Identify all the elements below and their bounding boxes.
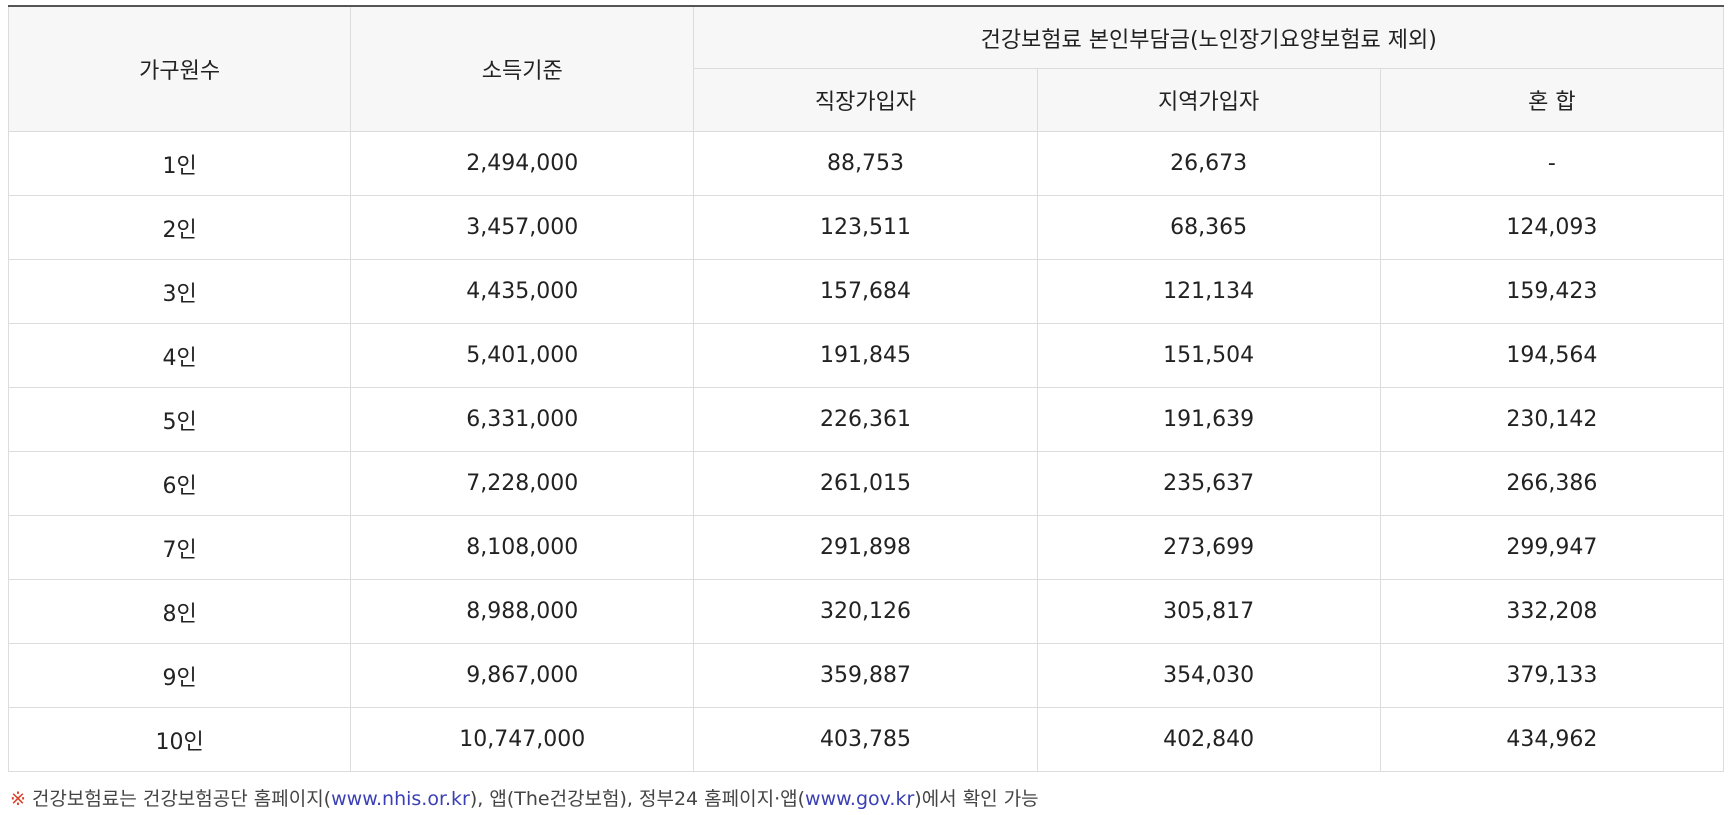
cell-income: 6,331,000 — [350, 387, 695, 452]
header-row: 가구원수 소득기준 건강보험료 본인부담금(노인장기요양보험료 제외) — [7, 5, 1724, 132]
table-row: 3인 4,435,000 157,684 121,134 159,423 — [7, 259, 1725, 324]
cell-household: 1인 — [7, 131, 352, 196]
cell-mixed: 194,564 — [1379, 323, 1725, 388]
cell-regional: 121,134 — [1036, 259, 1381, 324]
header-subrow: 직장가입자 지역가입자 혼 합 — [9, 68, 1725, 132]
cell-employee: 157,684 — [693, 259, 1038, 324]
header-regional: 지역가입자 — [1036, 68, 1381, 132]
note-text-2: ), 앱(The건강보험), 정부24 홈페이지·앱( — [469, 788, 806, 810]
cell-mixed: 124,093 — [1379, 195, 1725, 260]
table-row: 8인 8,988,000 320,126 305,817 332,208 — [7, 579, 1725, 644]
cell-regional: 191,639 — [1036, 387, 1381, 452]
table-container: 가구원수 소득기준 건강보험료 본인부담금(노인장기요양보험료 제외) 직장가입… — [7, 5, 1725, 772]
cell-employee: 291,898 — [693, 515, 1038, 580]
table-row: 4인 5,401,000 191,845 151,504 194,564 — [7, 323, 1725, 388]
cell-employee: 226,361 — [693, 387, 1038, 452]
cell-regional: 235,637 — [1036, 451, 1381, 516]
cell-income: 2,494,000 — [350, 131, 695, 196]
cell-household: 6인 — [7, 451, 352, 516]
cell-household: 10인 — [7, 707, 352, 772]
header-mixed: 혼 합 — [1379, 68, 1725, 132]
cell-employee: 320,126 — [693, 579, 1038, 644]
cell-regional: 354,030 — [1036, 643, 1381, 708]
table-row: 6인 7,228,000 261,015 235,637 266,386 — [7, 451, 1725, 516]
cell-employee: 261,015 — [693, 451, 1038, 516]
gov-link[interactable]: www.gov.kr — [805, 788, 915, 810]
cell-income: 4,435,000 — [350, 259, 695, 324]
table-row: 2인 3,457,000 123,511 68,365 124,093 — [7, 195, 1725, 260]
cell-income: 10,747,000 — [350, 707, 695, 772]
cell-household: 5인 — [7, 387, 352, 452]
cell-mixed: 230,142 — [1379, 387, 1725, 452]
cell-mixed: 266,386 — [1379, 451, 1725, 516]
table-row: 5인 6,331,000 226,361 191,639 230,142 — [7, 387, 1725, 452]
header-premium-group: 건강보험료 본인부담금(노인장기요양보험료 제외) — [693, 5, 1724, 69]
header-income: 소득기준 — [350, 5, 695, 132]
cell-household: 3인 — [7, 259, 352, 324]
premium-table: 가구원수 소득기준 건강보험료 본인부담금(노인장기요양보험료 제외) 직장가입… — [7, 5, 1725, 772]
cell-regional: 151,504 — [1036, 323, 1381, 388]
cell-household: 8인 — [7, 579, 352, 644]
table-row: 7인 8,108,000 291,898 273,699 299,947 — [7, 515, 1725, 580]
cell-regional: 26,673 — [1036, 131, 1381, 196]
cell-employee: 403,785 — [693, 707, 1038, 772]
cell-mixed: 379,133 — [1379, 643, 1725, 708]
header-employee: 직장가입자 — [693, 68, 1038, 132]
cell-mixed: 299,947 — [1379, 515, 1725, 580]
cell-mixed: 434,962 — [1379, 707, 1725, 772]
header-household: 가구원수 — [7, 5, 352, 132]
cell-regional: 305,817 — [1036, 579, 1381, 644]
cell-income: 8,108,000 — [350, 515, 695, 580]
cell-income: 7,228,000 — [350, 451, 695, 516]
cell-income: 5,401,000 — [350, 323, 695, 388]
footnote: ※ 건강보험료는 건강보험공단 홈페이지(www.nhis.or.kr), 앱(T… — [10, 784, 1039, 811]
cell-employee: 359,887 — [693, 643, 1038, 708]
cell-household: 7인 — [7, 515, 352, 580]
table-row: 1인 2,494,000 88,753 26,673 - — [7, 131, 1725, 196]
cell-income: 9,867,000 — [350, 643, 695, 708]
cell-employee: 123,511 — [693, 195, 1038, 260]
cell-income: 3,457,000 — [350, 195, 695, 260]
cell-mixed: 332,208 — [1379, 579, 1725, 644]
table-row: 9인 9,867,000 359,887 354,030 379,133 — [7, 643, 1725, 708]
cell-regional: 68,365 — [1036, 195, 1381, 260]
cell-income: 8,988,000 — [350, 579, 695, 644]
cell-household: 4인 — [7, 323, 352, 388]
cell-regional: 273,699 — [1036, 515, 1381, 580]
note-text-3: )에서 확인 가능 — [914, 788, 1039, 810]
cell-mixed: 159,423 — [1379, 259, 1725, 324]
note-text-1: 건강보험료는 건강보험공단 홈페이지( — [31, 788, 332, 810]
cell-household: 2인 — [7, 195, 352, 260]
cell-mixed: - — [1379, 131, 1725, 196]
cell-employee: 191,845 — [693, 323, 1038, 388]
cell-household: 9인 — [7, 643, 352, 708]
table-row: 10인 10,747,000 403,785 402,840 434,962 — [7, 707, 1725, 772]
cell-regional: 402,840 — [1036, 707, 1381, 772]
nhis-link[interactable]: www.nhis.or.kr — [331, 788, 470, 810]
cell-employee: 88,753 — [693, 131, 1038, 196]
note-mark: ※ — [10, 788, 26, 810]
